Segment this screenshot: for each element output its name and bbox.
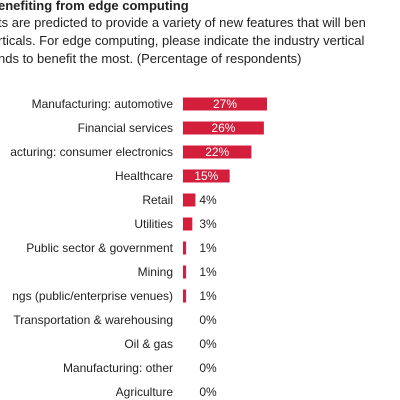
data-label: 0%: [199, 361, 217, 375]
category-label: Mining: [138, 265, 173, 279]
data-label: 0%: [199, 337, 217, 351]
category-label: Transportation & warehousing: [13, 313, 173, 327]
chart-description-line: ts are predicted to provide a variety of…: [0, 15, 366, 30]
category-label: Retail: [142, 193, 173, 207]
bar: [183, 145, 252, 159]
bar: [183, 265, 187, 279]
bar: [183, 241, 187, 255]
data-label: 0%: [199, 313, 217, 327]
bar: [183, 169, 230, 183]
chart-title: enefiting from edge computing: [0, 0, 189, 13]
bar: [183, 217, 193, 231]
data-label: 22%: [205, 145, 229, 159]
data-label: 26%: [211, 121, 235, 135]
category-label: Agriculture: [116, 385, 174, 399]
category-label: Utilities: [134, 217, 173, 231]
data-label: 0%: [199, 385, 217, 399]
bar: [183, 193, 196, 207]
data-label: 27%: [213, 97, 237, 111]
data-label: 1%: [199, 241, 217, 255]
category-label: ngs (public/enterprise venues): [12, 289, 173, 303]
data-label: 1%: [199, 289, 217, 303]
data-label: 1%: [199, 265, 217, 279]
category-label: acturing: consumer electronics: [10, 145, 173, 159]
bar: [183, 121, 264, 135]
chart-description-line: nds to benefit the most. (Percentage of …: [0, 51, 302, 66]
category-label: Manufacturing: other: [63, 361, 173, 375]
bar: [183, 289, 187, 303]
category-label: Oil & gas: [124, 337, 173, 351]
data-label: 4%: [199, 193, 217, 207]
data-label: 3%: [199, 217, 217, 231]
category-label: Healthcare: [115, 169, 173, 183]
category-label: Financial services: [78, 121, 173, 135]
bar: [183, 97, 267, 111]
chart-description-line: rticals. For edge computing, please indi…: [0, 33, 365, 48]
category-label: Public sector & government: [26, 241, 173, 255]
category-label: Manufacturing: automotive: [32, 97, 174, 111]
data-label: 15%: [194, 169, 218, 183]
